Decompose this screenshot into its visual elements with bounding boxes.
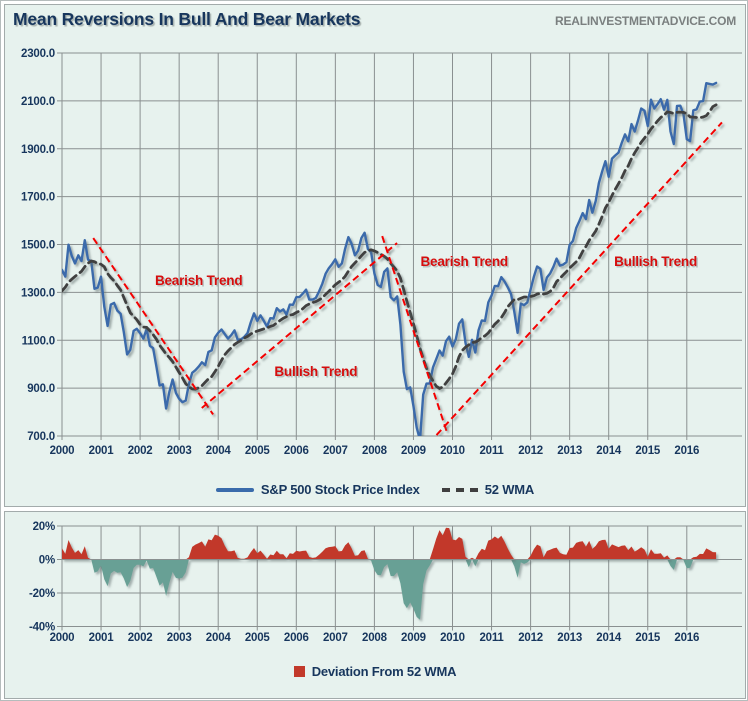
y-tick-label: 1500.0 <box>21 240 55 252</box>
x-tick-label: 2014 <box>596 445 622 457</box>
trend-line <box>201 242 398 409</box>
x-tick-label: 2013 <box>557 445 582 457</box>
trend-label-shadow: Bearish Trend <box>422 256 509 271</box>
x-tick-label: 2001 <box>89 632 115 644</box>
x-tick-label: 2009 <box>401 445 426 457</box>
price-chart-legend: S&P 500 Stock Price Index 52 WMA <box>5 482 745 497</box>
y-tick-label: 1700.0 <box>21 192 55 204</box>
x-tick-label: 2001 <box>89 445 115 457</box>
y-tick-label: 1900.0 <box>21 144 55 156</box>
x-tick-label: 2008 <box>362 445 388 457</box>
x-tick-label: 2016 <box>674 632 699 644</box>
x-tick-label: 2012 <box>518 632 543 644</box>
trend-label-shadow: Bearish Trend <box>156 275 243 290</box>
trend-label-shadow: Bullish Trend <box>616 256 699 271</box>
x-tick-label: 2016 <box>674 445 699 457</box>
trend-label: Bullish Trend <box>614 254 697 269</box>
deviation-legend: Deviation From 52 WMA <box>5 664 745 679</box>
price-chart-panel: Mean Reversions In Bull And Bear Markets… <box>4 4 746 507</box>
y-tick-label: 1100.0 <box>22 335 55 347</box>
trend-label-shadow: Bullish Trend <box>276 366 359 381</box>
x-tick-label: 2012 <box>518 445 543 457</box>
x-tick-label: 2015 <box>635 445 661 457</box>
x-tick-label: 2004 <box>206 632 232 644</box>
sp500-line-swatch <box>215 487 254 492</box>
y-tick-label: 2300.0 <box>21 48 55 60</box>
x-tick-label: 2004 <box>206 445 232 457</box>
watermark: REALINVESTMENTADVICE.COM <box>555 14 736 28</box>
sp500-legend-label: S&P 500 Stock Price Index <box>260 482 420 497</box>
x-tick-label: 2005 <box>245 632 271 644</box>
y-tick-label: -20% <box>29 588 55 600</box>
trend-label: Bullish Trend <box>274 364 357 379</box>
x-tick-label: 2007 <box>323 632 348 644</box>
trend-line <box>434 121 723 436</box>
x-tick-label: 2006 <box>284 445 309 457</box>
x-tick-label: 2011 <box>479 445 504 457</box>
x-tick-label: 2003 <box>167 445 192 457</box>
x-tick-label: 2014 <box>596 632 622 644</box>
y-tick-label: 0% <box>39 555 55 567</box>
x-tick-label: 2006 <box>284 632 309 644</box>
x-tick-label: 2009 <box>401 632 426 644</box>
x-tick-label: 2007 <box>323 445 348 457</box>
deviation-legend-label: Deviation From 52 WMA <box>311 664 457 679</box>
x-tick-label: 2010 <box>440 445 465 457</box>
x-tick-label: 2011 <box>479 632 504 644</box>
trend-label: Bearish Trend <box>420 254 507 269</box>
deviation-chart-canvas: 20% 0% -20% -40%2000 2001 2002 2003 2004 2005 200… <box>29 521 742 644</box>
wma-line-swatch <box>441 487 478 492</box>
trend-line <box>381 235 448 432</box>
y-tick-label: 1300.0 <box>21 287 55 299</box>
y-tick-label: -40% <box>29 622 55 634</box>
wma-line <box>62 103 718 391</box>
wma-legend-label: 52 WMA <box>484 482 535 497</box>
x-tick-label: 2008 <box>362 632 388 644</box>
x-tick-label: 2002 <box>128 632 153 644</box>
x-tick-label: 2003 <box>167 632 192 644</box>
y-tick-label: 700.0 <box>27 431 55 443</box>
x-tick-label: 2010 <box>440 632 465 644</box>
page-title: Mean Reversions In Bull And Bear Markets <box>13 9 361 29</box>
sp500-line <box>62 81 718 436</box>
price-chart-canvas: 2300.0 2100.0 1900.0 1700.0 1500.0 1300.0 1100… <box>21 48 742 457</box>
deviation-swatch <box>293 666 305 677</box>
deviation-negative-area <box>62 559 717 620</box>
x-tick-label: 2000 <box>50 445 75 457</box>
y-tick-label: 20% <box>33 521 55 533</box>
y-tick-label: 2100.0 <box>21 96 55 108</box>
x-tick-label: 2000 <box>50 632 75 644</box>
trend-line <box>92 237 214 416</box>
x-tick-label: 2013 <box>557 632 582 644</box>
x-tick-label: 2005 <box>245 445 271 457</box>
deviation-positive-area <box>62 527 717 560</box>
x-tick-label: 2002 <box>128 445 153 457</box>
y-tick-label: 900.0 <box>27 383 55 395</box>
trend-label: Bearish Trend <box>155 273 242 288</box>
deviation-chart-panel: 20% 0% -20% -40% 2000 2001 2002 2003 2004 2005 200… <box>4 511 746 699</box>
x-tick-label: 2015 <box>635 632 661 644</box>
